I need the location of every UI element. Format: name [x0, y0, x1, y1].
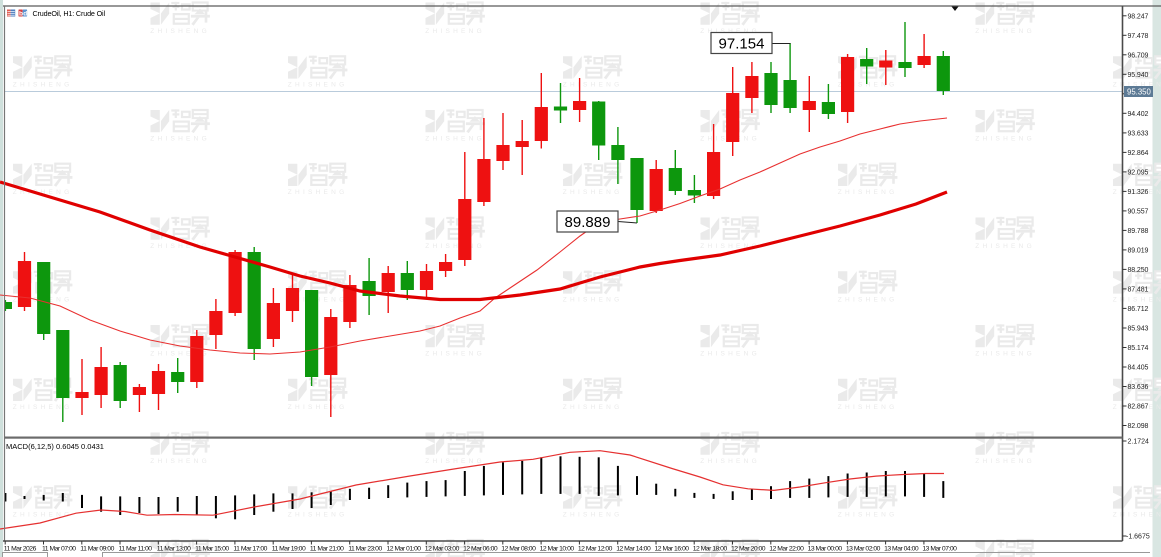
svg-text:11 Mar 07:00: 11 Mar 07:00 — [42, 546, 76, 553]
svg-text:89.889: 89.889 — [565, 214, 611, 231]
svg-text:11 Mar 2026: 11 Mar 2026 — [4, 546, 37, 553]
svg-text:12 Mar 20:00: 12 Mar 20:00 — [731, 546, 766, 553]
svg-text:92.864: 92.864 — [1128, 150, 1149, 157]
svg-text:12 Mar 06:00: 12 Mar 06:00 — [463, 546, 498, 553]
svg-text:2.1724: 2.1724 — [1128, 439, 1150, 446]
svg-text:82.098: 82.098 — [1128, 423, 1149, 430]
svg-text:11 Mar 13:00: 11 Mar 13:00 — [157, 546, 191, 553]
svg-text:MACD(6,12,5) 0.6045 0.0431: MACD(6,12,5) 0.6045 0.0431 — [6, 442, 104, 451]
svg-text:90.557: 90.557 — [1128, 209, 1149, 216]
svg-text:95.940: 95.940 — [1128, 72, 1149, 79]
svg-text:11 Mar 17:00: 11 Mar 17:00 — [233, 546, 267, 553]
svg-text:-1.6675: -1.6675 — [1126, 534, 1150, 541]
svg-text:12 Mar 16:00: 12 Mar 16:00 — [655, 546, 690, 553]
svg-text:12 Mar 14:00: 12 Mar 14:00 — [616, 546, 651, 553]
svg-text:86.712: 86.712 — [1128, 306, 1149, 313]
svg-text:11 Mar 19:00: 11 Mar 19:00 — [272, 546, 306, 553]
svg-text:12 Mar 18:00: 12 Mar 18:00 — [693, 546, 728, 553]
svg-text:98.247: 98.247 — [1128, 13, 1149, 20]
svg-text:11 Mar 15:00: 11 Mar 15:00 — [195, 546, 229, 553]
svg-text:95.350: 95.350 — [1127, 88, 1152, 97]
svg-text:84.405: 84.405 — [1128, 365, 1149, 372]
svg-text:91.326: 91.326 — [1128, 189, 1149, 196]
svg-text:b: b — [19, 11, 23, 18]
svg-text:97.478: 97.478 — [1128, 33, 1149, 40]
svg-text:82.867: 82.867 — [1128, 404, 1149, 411]
svg-text:97.154: 97.154 — [719, 36, 765, 53]
svg-text:94.402: 94.402 — [1128, 111, 1149, 118]
svg-text:d: d — [23, 11, 27, 18]
svg-text:11 Mar 11:00: 11 Mar 11:00 — [119, 546, 153, 553]
svg-text:12 Mar 22:00: 12 Mar 22:00 — [769, 546, 804, 553]
svg-text:13 Mar 00:00: 13 Mar 00:00 — [808, 546, 843, 553]
svg-text:12 Mar 08:00: 12 Mar 08:00 — [501, 546, 536, 553]
svg-text:13 Mar 02:00: 13 Mar 02:00 — [846, 546, 881, 553]
svg-text:CrudeOil, H1: Crude Oil: CrudeOil, H1: Crude Oil — [33, 9, 106, 18]
svg-text:88.250: 88.250 — [1128, 267, 1149, 274]
svg-text:93.633: 93.633 — [1128, 131, 1149, 138]
svg-text:87.481: 87.481 — [1128, 287, 1149, 294]
svg-text:12 Mar 01:00: 12 Mar 01:00 — [387, 546, 422, 553]
svg-text:13 Mar 04:00: 13 Mar 04:00 — [884, 546, 919, 553]
svg-text:96.709: 96.709 — [1128, 52, 1149, 59]
svg-text:11 Mar 21:00: 11 Mar 21:00 — [310, 546, 344, 553]
svg-text:13 Mar 07:00: 13 Mar 07:00 — [922, 546, 957, 553]
svg-text:12 Mar 12:00: 12 Mar 12:00 — [578, 546, 613, 553]
svg-text:85.943: 85.943 — [1128, 326, 1149, 333]
svg-text:83.636: 83.636 — [1128, 384, 1149, 391]
svg-text:89.019: 89.019 — [1128, 248, 1149, 255]
svg-text:85.174: 85.174 — [1128, 345, 1149, 352]
svg-text:92.095: 92.095 — [1128, 170, 1149, 177]
svg-text:12 Mar 03:00: 12 Mar 03:00 — [425, 546, 460, 553]
svg-text:89.788: 89.788 — [1128, 228, 1149, 235]
svg-text:12 Mar 10:00: 12 Mar 10:00 — [540, 546, 575, 553]
svg-text:11 Mar 09:00: 11 Mar 09:00 — [80, 546, 114, 553]
svg-text:11 Mar 23:00: 11 Mar 23:00 — [348, 546, 382, 553]
